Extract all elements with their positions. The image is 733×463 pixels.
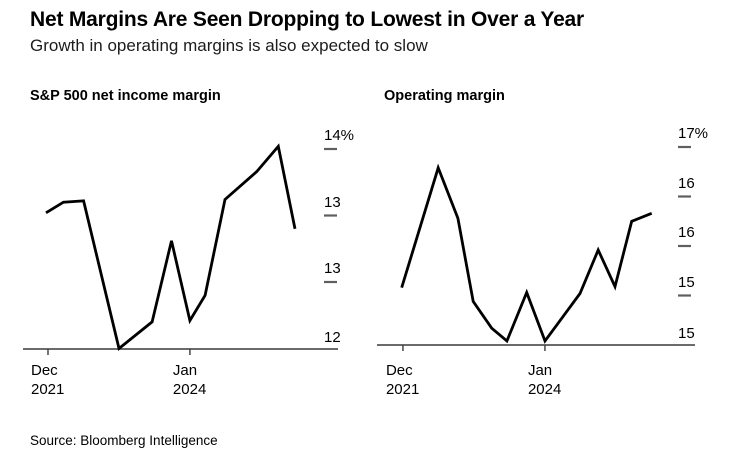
y-axis-label: 13	[324, 193, 341, 211]
y-axis-label: 17%	[678, 125, 709, 142]
x-axis-label-month: Jan	[527, 362, 553, 379]
net-income-margin-series-line	[45, 143, 297, 351]
y-axis-label: 14%	[324, 127, 355, 144]
x-axis-label-month: Jan	[172, 362, 198, 379]
y-axis-label: 12	[324, 329, 341, 346]
page-subtitle: Growth in operating margins is also expe…	[30, 36, 428, 55]
y-axis-label: 15	[678, 273, 695, 291]
y-axis-label: 16	[678, 224, 695, 241]
right-chart-title: Operating margin	[384, 88, 505, 104]
y-axis-label: 15	[678, 325, 695, 342]
page-title: Net Margins Are Seen Dropping to Lowest …	[30, 8, 585, 31]
y-axis-label: 16	[678, 174, 695, 192]
x-axis-label-year: 2021	[30, 381, 65, 398]
x-axis-label: Dec 2021	[31, 361, 64, 399]
x-axis-label-year: 2021	[385, 381, 420, 398]
y-axis-label: 13	[324, 260, 341, 277]
x-axis-label: Dec 2021	[386, 361, 419, 399]
x-axis-label-month: Dec	[385, 362, 413, 379]
source-note: Source: Bloomberg Intelligence	[30, 433, 218, 448]
x-axis-label-year: 2024	[527, 381, 562, 398]
x-axis-label-year: 2024	[172, 381, 207, 398]
x-axis-label-month: Dec	[30, 362, 58, 379]
operating-margin-series-line	[400, 163, 653, 344]
x-axis-label: Jan 2024	[528, 361, 561, 399]
left-chart-title: S&P 500 net income margin	[30, 88, 221, 104]
x-axis-label: Jan 2024	[173, 361, 206, 399]
